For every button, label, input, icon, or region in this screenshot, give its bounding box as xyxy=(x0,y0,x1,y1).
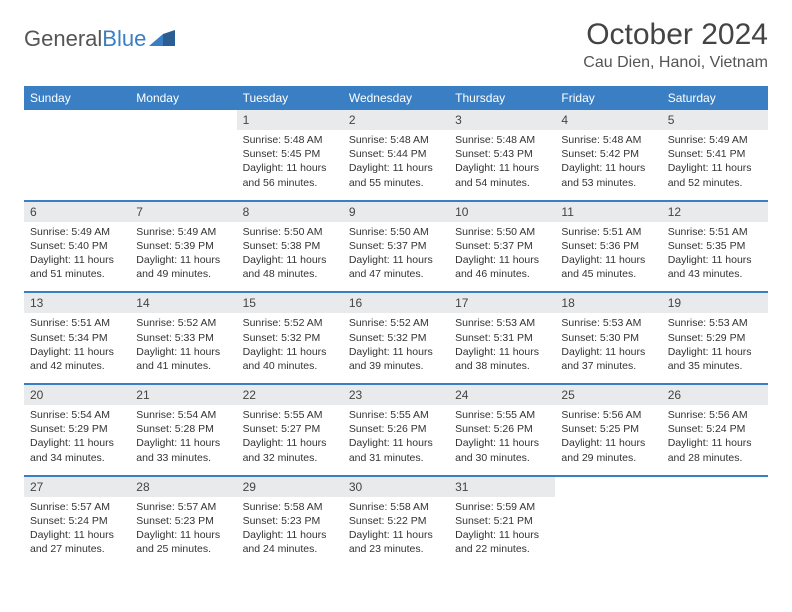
day-cell: Sunrise: 5:49 AMSunset: 5:41 PMDaylight:… xyxy=(662,130,768,201)
day-number: 13 xyxy=(24,293,130,313)
logo-text-1: General xyxy=(24,26,102,52)
day-number: 28 xyxy=(130,477,236,497)
day-number: 11 xyxy=(555,202,661,222)
day-cell: Sunrise: 5:52 AMSunset: 5:32 PMDaylight:… xyxy=(343,313,449,384)
day-number: 25 xyxy=(555,385,661,405)
day-cell: Sunrise: 5:59 AMSunset: 5:21 PMDaylight:… xyxy=(449,497,555,567)
day-cell: Sunrise: 5:58 AMSunset: 5:22 PMDaylight:… xyxy=(343,497,449,567)
logo: GeneralBlue xyxy=(24,18,175,52)
day-number: 15 xyxy=(237,293,343,313)
day-cell: Sunrise: 5:50 AMSunset: 5:38 PMDaylight:… xyxy=(237,222,343,293)
day-cell: Sunrise: 5:57 AMSunset: 5:23 PMDaylight:… xyxy=(130,497,236,567)
day-number: 3 xyxy=(449,110,555,130)
day-number: 31 xyxy=(449,477,555,497)
day-cell: Sunrise: 5:49 AMSunset: 5:39 PMDaylight:… xyxy=(130,222,236,293)
day-header: Friday xyxy=(555,86,661,110)
day-cell: Sunrise: 5:51 AMSunset: 5:35 PMDaylight:… xyxy=(662,222,768,293)
day-cell: Sunrise: 5:56 AMSunset: 5:24 PMDaylight:… xyxy=(662,405,768,476)
day-number: 19 xyxy=(662,293,768,313)
day-cell: Sunrise: 5:57 AMSunset: 5:24 PMDaylight:… xyxy=(24,497,130,567)
day-number: 12 xyxy=(662,202,768,222)
day-number: 17 xyxy=(449,293,555,313)
day-number: 16 xyxy=(343,293,449,313)
day-number: 2 xyxy=(343,110,449,130)
day-cell: Sunrise: 5:52 AMSunset: 5:32 PMDaylight:… xyxy=(237,313,343,384)
day-number: 30 xyxy=(343,477,449,497)
logo-text-2: Blue xyxy=(102,26,146,52)
day-number: 8 xyxy=(237,202,343,222)
day-cell: Sunrise: 5:50 AMSunset: 5:37 PMDaylight:… xyxy=(449,222,555,293)
day-number: 10 xyxy=(449,202,555,222)
calendar-table: SundayMondayTuesdayWednesdayThursdayFrid… xyxy=(24,86,768,566)
day-cell: Sunrise: 5:53 AMSunset: 5:30 PMDaylight:… xyxy=(555,313,661,384)
day-cell: Sunrise: 5:53 AMSunset: 5:29 PMDaylight:… xyxy=(662,313,768,384)
day-header: Sunday xyxy=(24,86,130,110)
day-cell: Sunrise: 5:54 AMSunset: 5:28 PMDaylight:… xyxy=(130,405,236,476)
day-number: 20 xyxy=(24,385,130,405)
title-block: October 2024 Cau Dien, Hanoi, Vietnam xyxy=(583,18,768,72)
day-cell: Sunrise: 5:48 AMSunset: 5:45 PMDaylight:… xyxy=(237,130,343,201)
day-cell xyxy=(24,130,130,201)
day-cell: Sunrise: 5:58 AMSunset: 5:23 PMDaylight:… xyxy=(237,497,343,567)
day-cell: Sunrise: 5:51 AMSunset: 5:36 PMDaylight:… xyxy=(555,222,661,293)
day-cell: Sunrise: 5:56 AMSunset: 5:25 PMDaylight:… xyxy=(555,405,661,476)
day-cell: Sunrise: 5:48 AMSunset: 5:43 PMDaylight:… xyxy=(449,130,555,201)
header: GeneralBlue October 2024 Cau Dien, Hanoi… xyxy=(24,18,768,72)
day-cell: Sunrise: 5:55 AMSunset: 5:26 PMDaylight:… xyxy=(343,405,449,476)
day-header: Saturday xyxy=(662,86,768,110)
day-header: Tuesday xyxy=(237,86,343,110)
day-number xyxy=(24,110,130,130)
day-cell: Sunrise: 5:48 AMSunset: 5:42 PMDaylight:… xyxy=(555,130,661,201)
day-cell: Sunrise: 5:55 AMSunset: 5:27 PMDaylight:… xyxy=(237,405,343,476)
day-number: 4 xyxy=(555,110,661,130)
day-number: 6 xyxy=(24,202,130,222)
month-title: October 2024 xyxy=(583,18,768,52)
day-number xyxy=(130,110,236,130)
day-header: Monday xyxy=(130,86,236,110)
day-cell: Sunrise: 5:53 AMSunset: 5:31 PMDaylight:… xyxy=(449,313,555,384)
day-number: 14 xyxy=(130,293,236,313)
day-cell: Sunrise: 5:52 AMSunset: 5:33 PMDaylight:… xyxy=(130,313,236,384)
day-number: 9 xyxy=(343,202,449,222)
day-number xyxy=(662,477,768,497)
day-number xyxy=(555,477,661,497)
day-cell: Sunrise: 5:55 AMSunset: 5:26 PMDaylight:… xyxy=(449,405,555,476)
day-number: 27 xyxy=(24,477,130,497)
day-cell: Sunrise: 5:51 AMSunset: 5:34 PMDaylight:… xyxy=(24,313,130,384)
day-number: 1 xyxy=(237,110,343,130)
day-number: 26 xyxy=(662,385,768,405)
day-number: 29 xyxy=(237,477,343,497)
day-number: 24 xyxy=(449,385,555,405)
day-cell xyxy=(130,130,236,201)
day-header: Thursday xyxy=(449,86,555,110)
day-number: 23 xyxy=(343,385,449,405)
day-cell xyxy=(662,497,768,567)
day-number: 21 xyxy=(130,385,236,405)
day-cell: Sunrise: 5:50 AMSunset: 5:37 PMDaylight:… xyxy=(343,222,449,293)
day-number: 5 xyxy=(662,110,768,130)
location: Cau Dien, Hanoi, Vietnam xyxy=(583,54,768,72)
day-number: 18 xyxy=(555,293,661,313)
day-cell: Sunrise: 5:54 AMSunset: 5:29 PMDaylight:… xyxy=(24,405,130,476)
day-header: Wednesday xyxy=(343,86,449,110)
day-cell: Sunrise: 5:48 AMSunset: 5:44 PMDaylight:… xyxy=(343,130,449,201)
day-cell: Sunrise: 5:49 AMSunset: 5:40 PMDaylight:… xyxy=(24,222,130,293)
logo-icon xyxy=(149,26,175,52)
day-number: 22 xyxy=(237,385,343,405)
day-cell xyxy=(555,497,661,567)
day-number: 7 xyxy=(130,202,236,222)
